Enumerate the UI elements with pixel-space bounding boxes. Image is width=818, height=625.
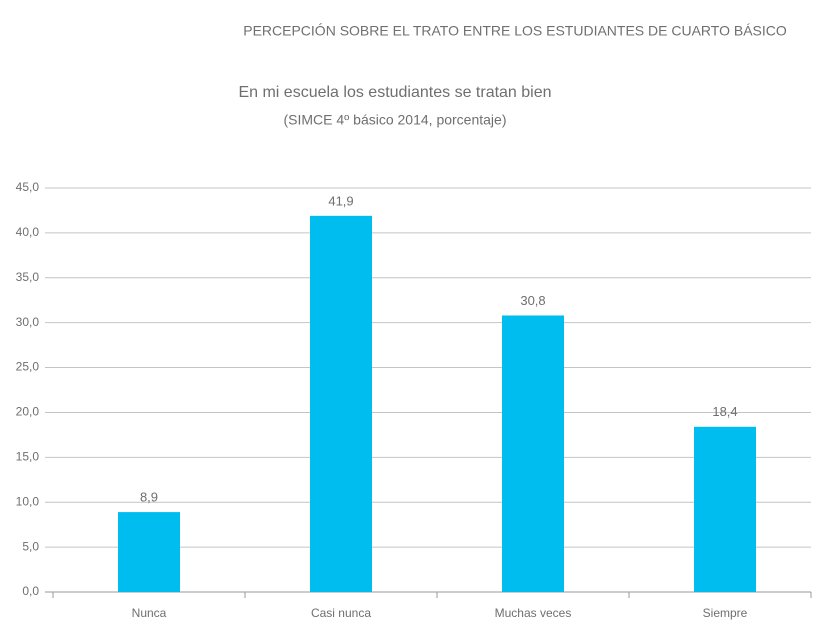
y-tick-label: 15,0: [16, 450, 40, 464]
bar: [694, 426, 756, 592]
y-tick-label: 10,0: [16, 494, 40, 508]
x-tick-label: Casi nunca: [311, 606, 371, 620]
data-label: 18,4: [712, 404, 737, 419]
bar: [118, 512, 180, 592]
y-tick-label: 20,0: [16, 405, 40, 419]
x-tick-label: Siempre: [703, 606, 748, 620]
y-tick-label: 5,0: [22, 539, 39, 553]
x-tick-label: Nunca: [132, 606, 167, 620]
bar: [502, 315, 564, 592]
data-label: 8,9: [140, 490, 158, 505]
y-tick-label: 35,0: [16, 270, 40, 284]
x-tick-label: Muchas veces: [495, 606, 572, 620]
bar: [310, 215, 372, 592]
y-tick-label: 40,0: [16, 225, 40, 239]
data-label: 41,9: [328, 193, 353, 208]
data-label: 30,8: [520, 293, 545, 308]
y-tick-label: 45,0: [16, 180, 40, 194]
y-tick-label: 0,0: [22, 584, 39, 598]
chart-title: PERCEPCIÓN SOBRE EL TRATO ENTRE LOS ESTU…: [243, 23, 787, 39]
chart-subtitle: En mi escuela los estudiantes se tratan …: [238, 84, 551, 101]
y-tick-label: 25,0: [16, 360, 40, 374]
chart-subtitle: (SIMCE 4º básico 2014, porcentaje): [283, 112, 506, 128]
y-tick-label: 30,0: [16, 315, 40, 329]
